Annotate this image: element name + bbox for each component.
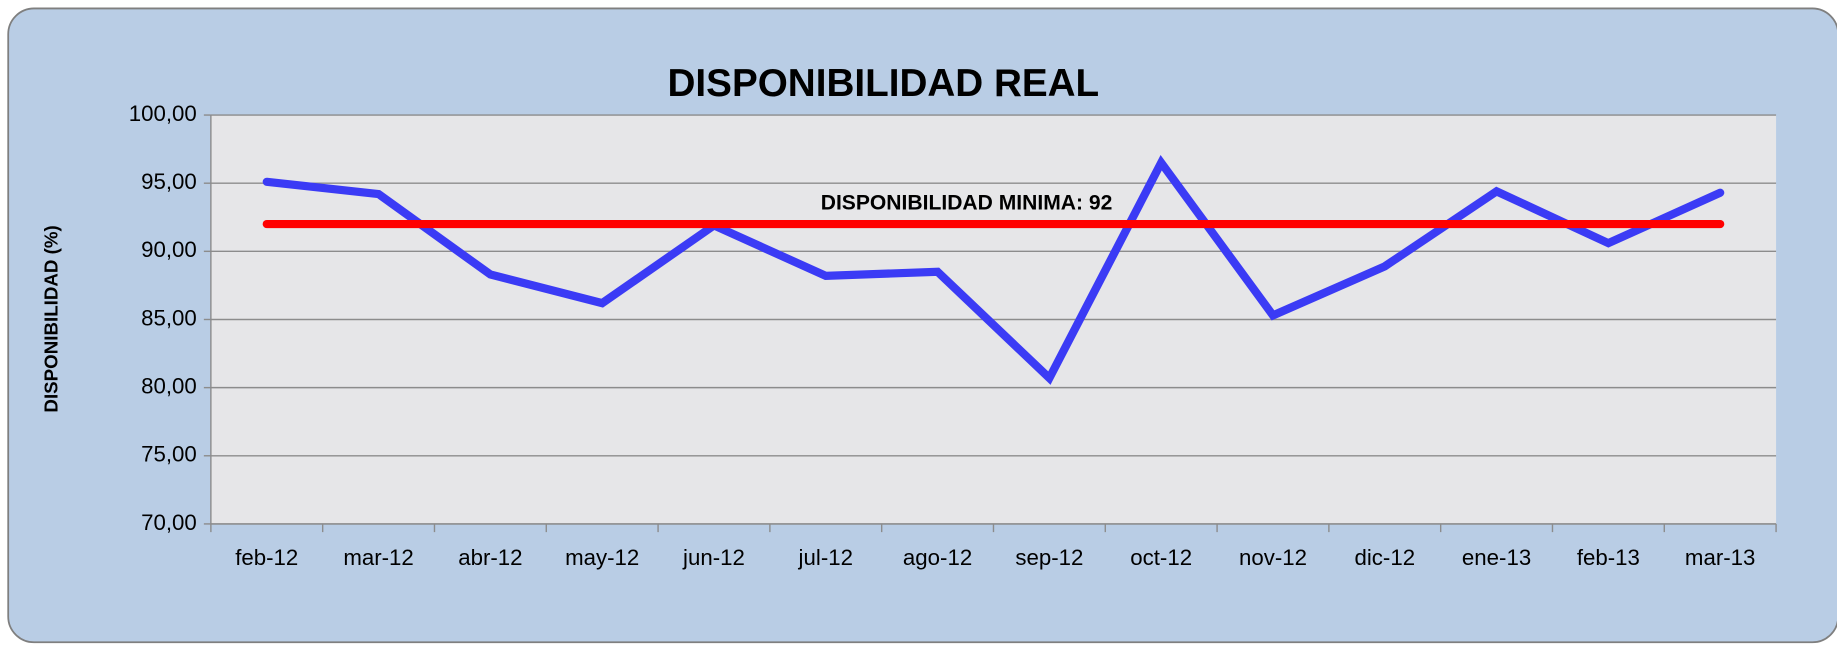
x-tick-label: jul-12 [798, 545, 853, 570]
y-tick-label: 90,00 [141, 237, 197, 262]
y-tick-label: 80,00 [141, 374, 197, 399]
x-tick-label: feb-12 [235, 545, 298, 570]
y-tick-label: 85,00 [141, 305, 197, 330]
y-tick-label: 95,00 [141, 169, 197, 194]
y-tick-label: 75,00 [141, 442, 197, 467]
x-tick-label: may-12 [565, 545, 639, 570]
y-tick-label: 70,00 [141, 510, 197, 535]
x-tick-label: jun-12 [682, 545, 745, 570]
x-tick-label: oct-12 [1130, 545, 1192, 570]
x-tick-label: ago-12 [903, 545, 972, 570]
x-tick-label: mar-13 [1685, 545, 1755, 570]
x-tick-label: ene-13 [1462, 545, 1531, 570]
chart-title: DISPONIBILIDAD REAL [668, 62, 1100, 105]
grid: 70,00 75,00 80,00 85,00 90,00 95,00 100,00 feb-… [129, 101, 1777, 570]
x-tick-label: mar-12 [343, 545, 413, 570]
series-line [262, 154, 1725, 385]
x-tick-label: sep-12 [1015, 545, 1083, 570]
x-tick-label: feb-13 [1577, 545, 1640, 570]
x-tick-label: dic-12 [1354, 545, 1415, 570]
x-tick-label: nov-12 [1239, 545, 1307, 570]
x-tick-label: abr-12 [458, 545, 522, 570]
y-axis-label: DISPONIBILIDAD (%) [41, 225, 62, 412]
y-tick-label: 100,00 [129, 101, 197, 126]
marks [262, 154, 1725, 385]
annotation: DISPONIBILIDAD MINIMA: 92 [821, 192, 1113, 215]
